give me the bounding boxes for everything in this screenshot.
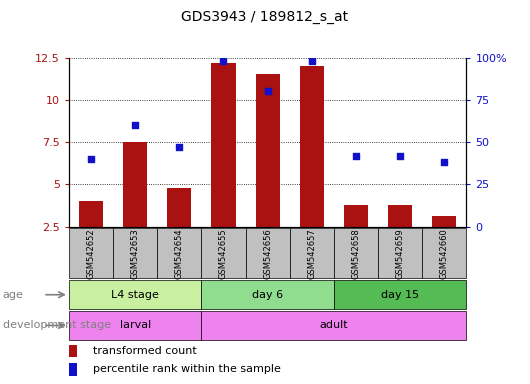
Bar bbox=[388, 205, 412, 227]
Point bbox=[307, 58, 316, 64]
Text: age: age bbox=[3, 290, 23, 300]
Point bbox=[175, 144, 183, 150]
Text: GSM542655: GSM542655 bbox=[219, 228, 228, 279]
Bar bbox=[123, 142, 147, 227]
Text: GSM542659: GSM542659 bbox=[396, 228, 404, 279]
Text: larval: larval bbox=[120, 320, 151, 331]
Point bbox=[440, 159, 448, 166]
Text: development stage: development stage bbox=[3, 320, 111, 331]
Bar bbox=[69, 345, 77, 357]
Text: GSM542652: GSM542652 bbox=[86, 228, 95, 279]
Bar bbox=[290, 228, 334, 278]
Bar bbox=[334, 280, 466, 309]
Bar bbox=[422, 228, 466, 278]
Text: GSM542656: GSM542656 bbox=[263, 228, 272, 279]
Text: L4 stage: L4 stage bbox=[111, 290, 159, 300]
Point bbox=[87, 156, 95, 162]
Point bbox=[352, 152, 360, 159]
Text: day 6: day 6 bbox=[252, 290, 283, 300]
Bar bbox=[255, 74, 280, 227]
Text: GSM542653: GSM542653 bbox=[131, 228, 139, 279]
Bar bbox=[157, 228, 201, 278]
Text: GSM542658: GSM542658 bbox=[351, 228, 360, 279]
Text: GDS3943 / 189812_s_at: GDS3943 / 189812_s_at bbox=[181, 10, 349, 23]
Text: GSM542660: GSM542660 bbox=[440, 228, 449, 279]
Text: GSM542654: GSM542654 bbox=[175, 228, 184, 279]
Bar bbox=[201, 311, 466, 340]
Text: day 15: day 15 bbox=[381, 290, 419, 300]
Text: GSM542657: GSM542657 bbox=[307, 228, 316, 279]
Bar bbox=[344, 205, 368, 227]
Point bbox=[219, 58, 228, 64]
Bar bbox=[201, 280, 334, 309]
Text: transformed count: transformed count bbox=[93, 346, 197, 356]
Text: adult: adult bbox=[320, 320, 348, 331]
Bar bbox=[378, 228, 422, 278]
Bar bbox=[201, 228, 245, 278]
Bar bbox=[432, 217, 456, 227]
Point bbox=[396, 152, 404, 159]
Bar bbox=[69, 280, 201, 309]
Bar bbox=[211, 63, 236, 227]
Bar bbox=[69, 363, 77, 376]
Bar bbox=[79, 201, 103, 227]
Bar bbox=[245, 228, 290, 278]
Bar bbox=[299, 66, 324, 227]
Point bbox=[131, 122, 139, 128]
Bar bbox=[69, 228, 113, 278]
Text: percentile rank within the sample: percentile rank within the sample bbox=[93, 364, 280, 374]
Bar bbox=[69, 311, 201, 340]
Bar bbox=[334, 228, 378, 278]
Bar bbox=[113, 228, 157, 278]
Point bbox=[263, 88, 272, 94]
Bar bbox=[167, 188, 191, 227]
